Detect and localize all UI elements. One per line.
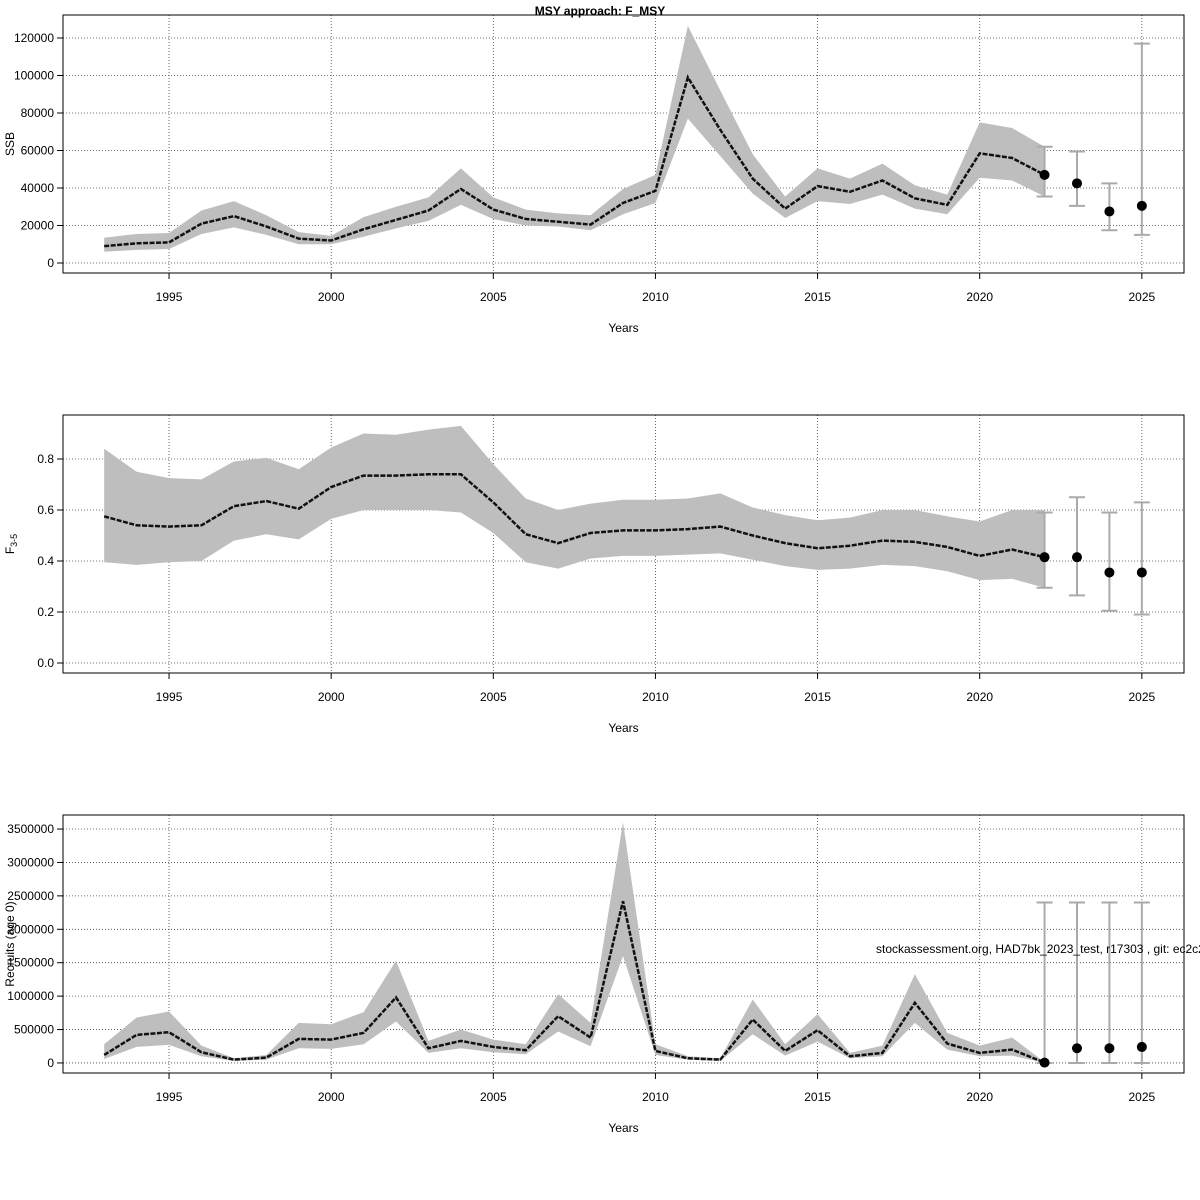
estimate-line [103, 900, 1046, 1064]
chart-title: MSY approach: F_MSY [535, 4, 665, 18]
x-tick-label: 2025 [1128, 690, 1155, 704]
y-tick-label: 0 [47, 256, 54, 270]
y-axis-label: SSB [3, 132, 17, 156]
y-tick-label: 0.6 [37, 503, 54, 517]
x-tick-label: 2010 [642, 1090, 669, 1104]
x-tick-label: 1995 [156, 1090, 183, 1104]
plot-frame [62, 414, 1185, 674]
x-tick-label: 2000 [318, 690, 345, 704]
error-bar [1101, 901, 1118, 1064]
x-tick-label: 2020 [966, 690, 993, 704]
confidence-band [104, 425, 1045, 588]
confidence-band [104, 822, 1045, 1063]
plot-frame [62, 814, 1185, 1074]
y-tick-label: 120000 [14, 31, 54, 45]
y-tick-label: 1000000 [7, 989, 54, 1003]
x-tick-label: 1995 [156, 290, 183, 304]
x-tick-label: 2025 [1128, 1090, 1155, 1104]
y-tick-label: 60000 [21, 144, 55, 158]
error-bar [1068, 496, 1085, 597]
y-axis-label-text: F [3, 547, 17, 554]
projection-point [1071, 1043, 1082, 1054]
x-tick-label: 2000 [318, 290, 345, 304]
y-tick-label: 0.8 [37, 452, 54, 466]
x-tick-label: 2005 [480, 690, 507, 704]
projection-point [1104, 1043, 1115, 1054]
y-tick-label: 100000 [14, 69, 54, 83]
annotation: stockassessment.org, HAD7bk_2023_test, r… [876, 942, 1200, 956]
y-tick-label: 40000 [21, 181, 55, 195]
projection-point [1104, 206, 1115, 217]
x-tick-label: 2020 [966, 290, 993, 304]
estimate-line [104, 74, 1046, 248]
y-tick-label: 2000000 [7, 922, 54, 936]
x-tick-label: 2000 [318, 1090, 345, 1104]
plot-frame [62, 14, 1185, 274]
y-axis-label-subscript: 3-5 [9, 534, 19, 547]
x-tick-label: 2010 [642, 290, 669, 304]
projection-point [1136, 567, 1147, 578]
x-axis-label: Years [608, 721, 638, 735]
y-tick-label: 0.2 [37, 605, 54, 619]
panel: 1995 2000 2005 2010 2015 2020 2025 0 20000 40000 6… [3, 4, 1185, 335]
y-axis-label-text: Recruits (age 0) [3, 901, 17, 986]
error-bar [1133, 901, 1150, 1064]
estimate-line [103, 473, 1045, 559]
x-tick-label: 2005 [480, 290, 507, 304]
x-axis-label: Years [608, 321, 638, 335]
projection-point [1039, 169, 1050, 180]
x-tick-label: 1995 [156, 690, 183, 704]
error-bar [1133, 501, 1150, 616]
x-tick-label: 2005 [480, 1090, 507, 1104]
y-tick-label: 3000000 [7, 855, 54, 869]
y-tick-label: 1500000 [7, 956, 54, 970]
x-tick-label: 2020 [966, 1090, 993, 1104]
projection-point [1039, 1057, 1050, 1068]
projection-point [1071, 178, 1082, 189]
projection-point [1039, 552, 1050, 563]
panel: 1995 2000 2005 2010 2015 2020 2025 0.0 0.2 0.4 0.6… [3, 414, 1185, 735]
error-bar [1036, 901, 1053, 1064]
projection-point [1071, 552, 1082, 563]
x-tick-label: 2025 [1128, 290, 1155, 304]
y-axis-label: Recruits (age 0) [3, 901, 17, 986]
confidence-band [104, 25, 1045, 252]
y-tick-label: 0 [47, 1056, 54, 1070]
y-tick-label: 500000 [14, 1023, 54, 1037]
error-bar [1036, 511, 1053, 589]
y-tick-label: 0.0 [37, 656, 54, 670]
y-axis-label-text: SSB [3, 132, 17, 156]
panel: 1995 2000 2005 2010 2015 2020 2025 0 500000 10000… [3, 814, 1200, 1135]
projection-point [1136, 200, 1147, 211]
x-tick-label: 2015 [804, 690, 831, 704]
y-tick-label: 80000 [21, 106, 55, 120]
projection-point [1136, 1041, 1147, 1052]
x-tick-label: 2015 [804, 290, 831, 304]
y-tick-label: 3500000 [7, 822, 54, 836]
y-tick-label: 2500000 [7, 889, 54, 903]
x-tick-label: 2010 [642, 690, 669, 704]
projection-point [1104, 567, 1115, 578]
x-axis-label: Years [608, 1121, 638, 1135]
error-bar [1101, 511, 1118, 612]
error-bar [1068, 901, 1085, 1064]
x-tick-label: 2015 [804, 1090, 831, 1104]
y-tick-label: 0.4 [37, 554, 54, 568]
y-axis-label: F3-5 [3, 534, 19, 554]
y-tick-label: 20000 [21, 219, 55, 233]
